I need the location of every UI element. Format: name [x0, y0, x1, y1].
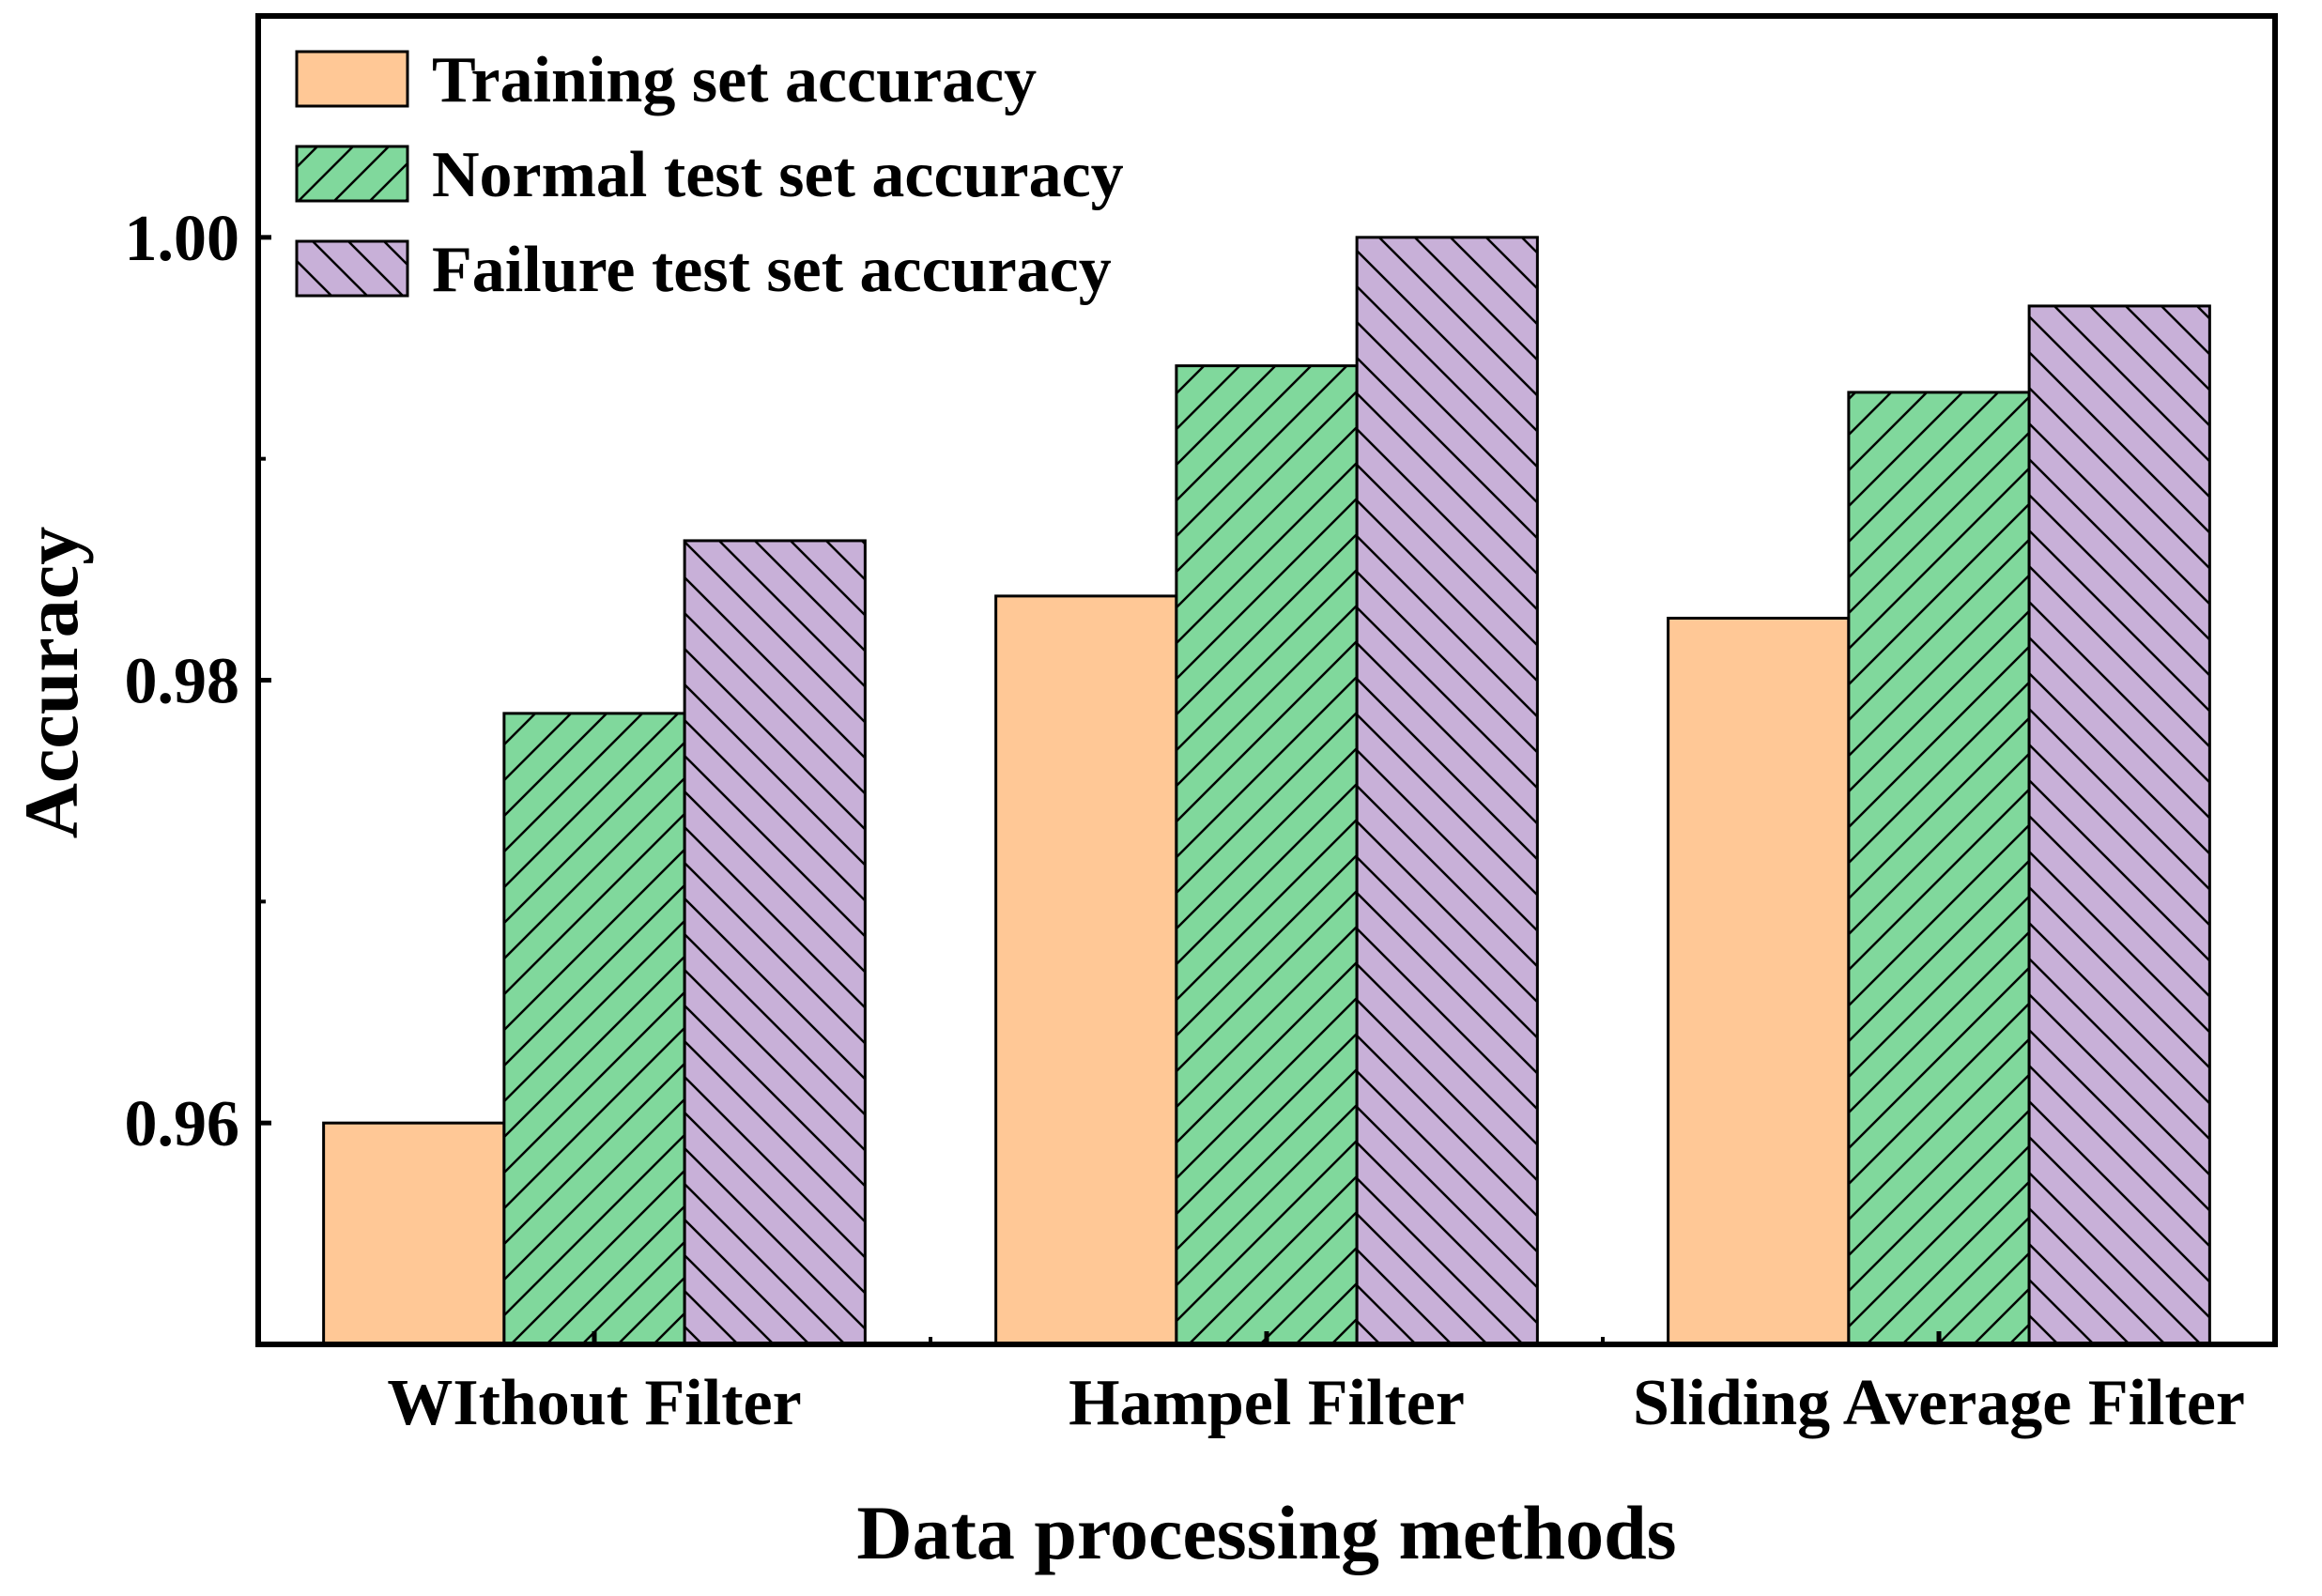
- legend-label: Normal test set accuracy: [432, 139, 1124, 211]
- legend-swatch: [295, 50, 409, 108]
- swatch-outline: [295, 239, 409, 298]
- swatch-outline: [295, 145, 409, 203]
- x-axis-label: Data processing methods: [856, 1490, 1676, 1575]
- bar-hatch: [1848, 391, 2030, 1345]
- bar-without-filter-failure-test-set-accuracy: [683, 539, 867, 1346]
- y-axis-label: Accuracy: [8, 527, 94, 838]
- legend-item-failure-test-set-accuracy: Failure test set accuracy: [295, 234, 1112, 306]
- legend-item-training-set-accuracy: Training set accuracy: [295, 44, 1037, 116]
- bar-hampel-filter-training-set-accuracy: [994, 594, 1178, 1346]
- bar-fill: [1668, 618, 1849, 1344]
- legend: Training set accuracy Normal test set acc…: [295, 44, 1124, 306]
- x-tick-label: Hampel Filter: [1069, 1367, 1465, 1439]
- y-tick-label: 0.98: [125, 646, 240, 718]
- bar-hatch: [2029, 305, 2210, 1345]
- legend-swatch: [295, 239, 409, 298]
- bar-fill: [995, 595, 1176, 1344]
- bar-hatch: [1357, 237, 1538, 1344]
- legend-label: Failure test set accuracy: [432, 234, 1112, 306]
- bar-fill: [323, 1123, 504, 1344]
- bar-without-filter-normal-test-set-accuracy: [502, 712, 686, 1346]
- bar-hampel-filter-failure-test-set-accuracy: [1355, 236, 1539, 1346]
- x-tick-label: WIthout Filter: [387, 1367, 801, 1439]
- swatch-hatch: [297, 146, 408, 201]
- bar-sliding-average-filter-normal-test-set-accuracy: [1847, 391, 2031, 1346]
- bar-hatch: [1176, 365, 1358, 1344]
- bar-sliding-average-filter-training-set-accuracy: [1667, 616, 1851, 1346]
- bar-sliding-average-filter-failure-test-set-accuracy: [2027, 304, 2211, 1346]
- bar-without-filter-training-set-accuracy: [322, 1121, 506, 1346]
- y-tick-label: 0.96: [125, 1088, 240, 1160]
- swatch-fill: [297, 52, 408, 106]
- swatch-hatch: [297, 241, 408, 296]
- y-tick-label: 1.00: [125, 203, 240, 275]
- bars-layer: [322, 236, 2211, 1346]
- bar-hatch: [503, 713, 685, 1344]
- bar-hatch: [684, 540, 866, 1344]
- swatch-outline: [295, 50, 409, 108]
- legend-swatch: [295, 145, 409, 203]
- legend-item-normal-test-set-accuracy: Normal test set accuracy: [295, 139, 1124, 211]
- x-tick-label: Sliding Average Filter: [1633, 1367, 2245, 1439]
- legend-label: Training set accuracy: [432, 44, 1037, 116]
- ticks-layer: 0.96 0.98 1.00 WIthout Filter Hampel Filter S…: [125, 203, 2245, 1439]
- bar-hampel-filter-normal-test-set-accuracy: [1175, 364, 1359, 1346]
